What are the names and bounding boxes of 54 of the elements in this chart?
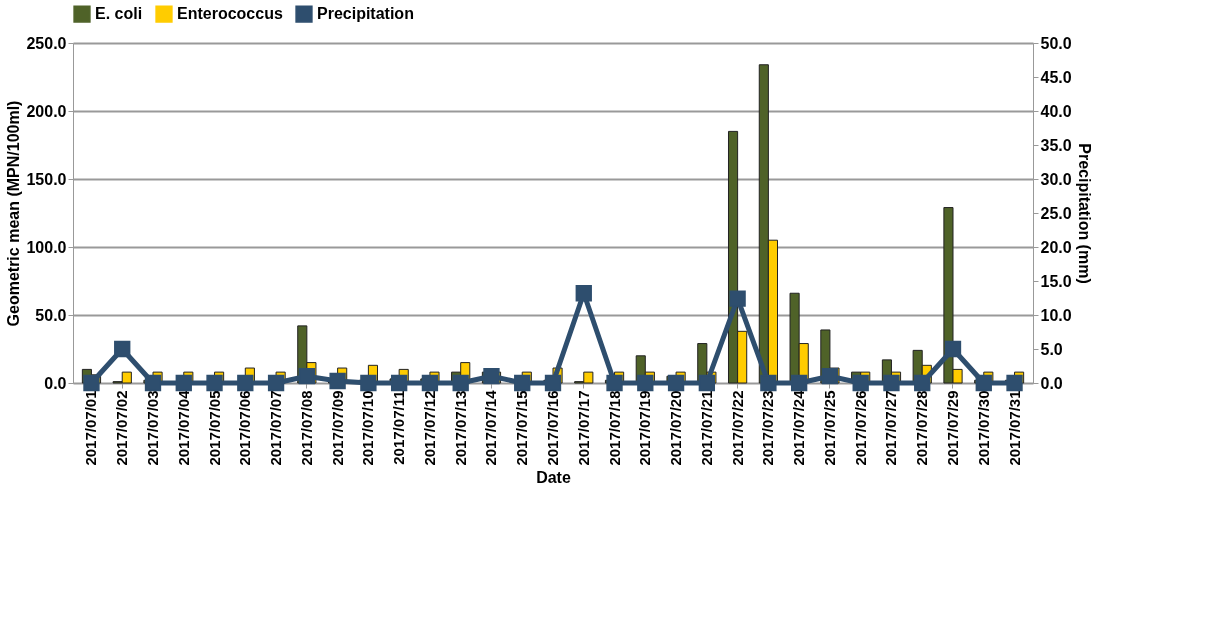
x-tick-label: 2017/07/09	[328, 390, 346, 466]
x-tick-label: 2017/07/17	[574, 390, 592, 466]
x-tick-label: 2017/07/03	[144, 390, 161, 466]
y2-tick-label: 40.0	[1040, 102, 1072, 120]
y2-tick-label: 50.0	[1040, 34, 1072, 52]
x-tick-label: 2017/07/14	[482, 389, 500, 466]
y2-tick-label: 30.0	[1040, 170, 1072, 188]
x-tick-label: 2017/07/01	[82, 390, 100, 466]
y2-tick-label: 15.0	[1040, 272, 1072, 290]
y2-tick-label: 0.0	[1040, 374, 1063, 392]
x-tick-label: 2017/07/30	[974, 390, 992, 466]
x-tick-label: 2017/07/10	[359, 390, 377, 466]
x-tick-label: 2017/07/28	[913, 390, 931, 466]
x-tick-label: 2017/07/27	[882, 390, 900, 466]
legend-label: Precipitation	[317, 5, 414, 23]
y2-tick-label: 20.0	[1040, 238, 1072, 256]
x-tick-label: 2017/07/11	[390, 390, 408, 465]
x-tick-label: 2017/07/31	[1005, 390, 1023, 466]
y-axis-title: Geometric mean (MPN/100ml)	[5, 100, 23, 327]
x-axis-title: Date	[536, 468, 571, 486]
x-tick-label: 2017/07/24	[790, 389, 808, 466]
x-tick-label: 2017/07/15	[513, 390, 531, 466]
x-tick-label: 2017/07/12	[420, 390, 438, 466]
x-tick-label: 2017/07/02	[113, 390, 131, 466]
x-tick-label: 2017/07/25	[820, 390, 838, 466]
y2-tick-label: 35.0	[1040, 136, 1072, 154]
y2-tick-label: 45.0	[1040, 68, 1072, 86]
y2-tick-label: 25.0	[1040, 204, 1072, 222]
x-tick-label: 2017/07/13	[451, 390, 469, 466]
y2-tick-label: 10.0	[1040, 306, 1072, 324]
x-tick-label: 2017/07/23	[759, 390, 777, 466]
y2-tick-label: 5.0	[1040, 340, 1063, 358]
x-tick-label: 2017/07/21	[697, 390, 715, 466]
y2-axis-title: Precipitation (mm)	[1075, 143, 1093, 284]
x-tick-label: 2017/07/26	[851, 390, 869, 466]
x-tick-label: 2017/07/16	[544, 390, 561, 466]
x-tick-label: 2017/07/18	[605, 390, 623, 466]
y-tick-label: 50.0	[35, 306, 67, 324]
y-tick-label: 150.0	[26, 170, 67, 188]
x-tick-label: 2017/07/19	[636, 390, 654, 466]
x-tick-label: 2017/07/07	[267, 390, 285, 466]
x-tick-label: 2017/07/29	[944, 390, 961, 466]
x-tick-label: 2017/07/04	[174, 389, 192, 466]
y-tick-label: 200.0	[26, 102, 67, 120]
legend-label: E. coli	[95, 5, 143, 23]
legend-label: Enterococcus	[177, 5, 283, 23]
x-tick-label: 2017/07/08	[297, 390, 315, 466]
y-tick-label: 0.0	[44, 374, 67, 392]
x-tick-label: 2017/07/06	[236, 390, 254, 466]
y-tick-label: 250.0	[26, 34, 67, 52]
x-tick-label: 2017/07/05	[205, 390, 223, 466]
x-tick-label: 2017/07/20	[667, 390, 685, 466]
x-tick-label: 2017/07/22	[728, 390, 746, 466]
y-tick-label: 100.0	[26, 238, 67, 256]
